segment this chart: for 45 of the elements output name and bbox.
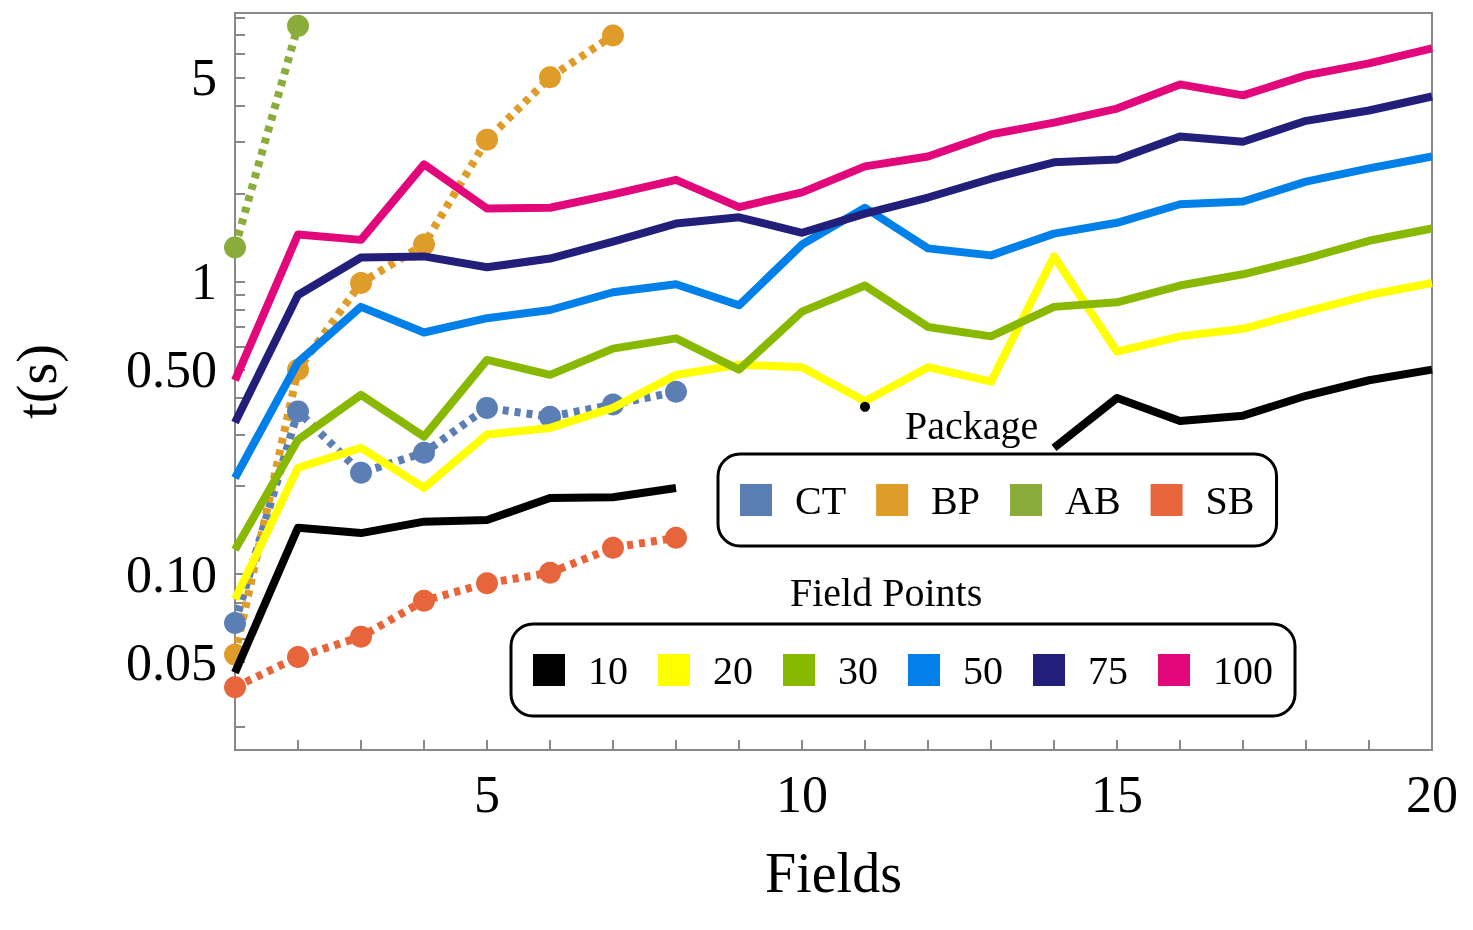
point — [860, 401, 870, 412]
point — [476, 396, 498, 419]
legend-label: 75 — [1088, 647, 1128, 693]
x-axis-title: Fields — [765, 842, 902, 904]
y-tick-label: 5 — [191, 48, 217, 106]
x-tick-label: 20 — [1406, 765, 1458, 823]
point — [413, 233, 435, 256]
point — [350, 461, 372, 484]
legend-label: 10 — [588, 647, 628, 693]
point — [539, 66, 561, 89]
point — [224, 236, 246, 259]
x-tick-label: 15 — [1091, 765, 1143, 823]
point — [287, 646, 309, 669]
point — [413, 441, 435, 464]
legend-label: AB — [1065, 477, 1121, 523]
point — [602, 536, 624, 559]
point — [287, 400, 309, 423]
y-axis-title: t(s) — [6, 344, 69, 419]
point — [350, 271, 372, 294]
legend-label: SB — [1205, 477, 1255, 523]
annotation: Package — [905, 402, 1039, 448]
legend-label: 20 — [713, 647, 753, 693]
point — [224, 676, 246, 699]
point — [602, 24, 624, 47]
point — [476, 128, 498, 151]
legend-label: CT — [795, 477, 847, 523]
point — [287, 14, 309, 37]
legend-label: BP — [931, 477, 981, 523]
point — [350, 625, 372, 648]
point — [413, 589, 435, 612]
y-tick-label: 0.50 — [126, 341, 217, 399]
legend-label: 50 — [963, 647, 1003, 693]
x-tick-label: 10 — [776, 765, 828, 823]
point — [665, 380, 687, 403]
y-tick-label: 0.10 — [126, 545, 217, 603]
point — [476, 572, 498, 595]
point — [539, 561, 561, 584]
y-tick-label: 1 — [191, 253, 217, 311]
y-tick-label: 0.05 — [126, 633, 217, 691]
point — [224, 611, 246, 634]
legend-label: 30 — [838, 647, 878, 693]
legend-label: 100 — [1213, 647, 1273, 693]
annotation: Field Points — [790, 569, 983, 615]
point — [665, 526, 687, 549]
x-tick-label: 5 — [474, 765, 500, 823]
